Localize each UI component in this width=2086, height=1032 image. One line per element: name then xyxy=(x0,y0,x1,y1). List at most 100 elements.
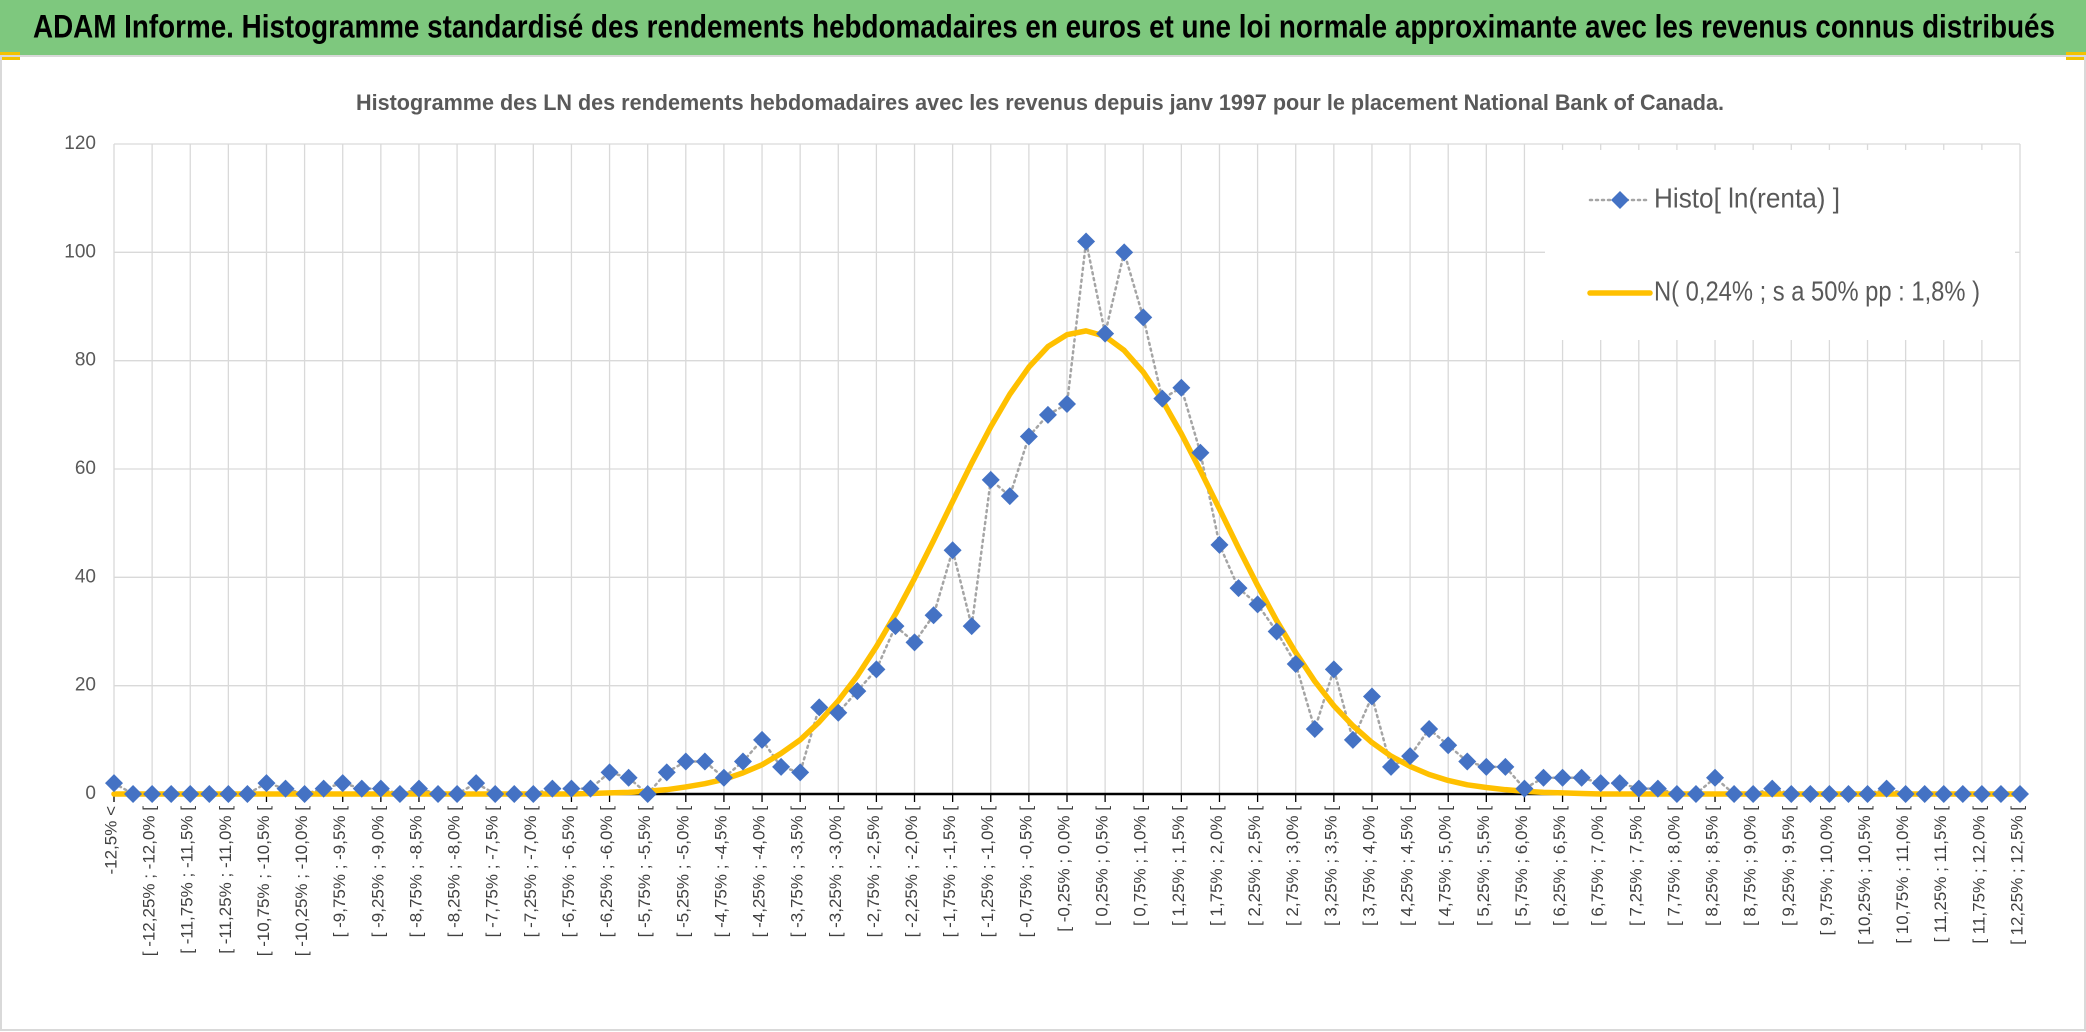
legend: Histo[ ln(renta) ] N( 0,24% ; s a 50% pp … xyxy=(1545,150,2015,340)
x-tick-label: [ -3,75% ; -3,5% [ xyxy=(788,806,807,938)
marker xyxy=(333,774,352,793)
x-tick-label: [ 2,75% ; 3,0% [ xyxy=(1283,806,1302,926)
x-tick-label: [ -7,75% ; -7,5% [ xyxy=(483,806,502,938)
x-tick-label: [ -3,25% ; -3,0% [ xyxy=(826,806,845,938)
marker xyxy=(772,757,791,776)
marker xyxy=(1744,785,1763,803)
marker xyxy=(543,779,562,798)
marker xyxy=(981,470,1000,489)
legend-label: N( 0,24% ; s a 50% pp : 1,8% ) xyxy=(1654,275,1980,306)
y-tick-label: 20 xyxy=(75,675,96,696)
marker xyxy=(714,768,733,787)
marker xyxy=(562,779,581,798)
marker xyxy=(924,606,943,625)
marker xyxy=(867,660,886,679)
x-tick-label: [ 1,75% ; 2,0% [ xyxy=(1207,806,1226,926)
marker xyxy=(1610,774,1629,793)
marker xyxy=(1229,579,1248,598)
x-tick-label: [ -11,75% ; -11,5% [ xyxy=(178,806,197,954)
marker xyxy=(1629,779,1648,798)
x-tick-label: [ -11,25% ; -11,0% [ xyxy=(216,806,235,954)
marker xyxy=(1000,487,1019,506)
x-tick-label: [ -2,75% ; -2,5% [ xyxy=(864,806,883,938)
x-tick-label: [ 2,25% ; 2,5% [ xyxy=(1245,806,1264,926)
x-tick-label: [ -5,25% ; -5,0% [ xyxy=(673,806,692,938)
marker xyxy=(600,763,619,782)
x-tick-label: [ 12,25% ; 12,5% [ xyxy=(2007,806,2026,945)
marker xyxy=(371,779,390,798)
x-tick-label: [ 11,25% ; 11,5% [ xyxy=(1931,806,1950,943)
chart-title: Histogramme des LN des rendements hebdom… xyxy=(356,90,1724,115)
marker xyxy=(1915,785,1934,803)
plot xyxy=(105,232,2029,803)
x-tick-label: [ 1,25% ; 1,5% [ xyxy=(1169,806,1188,926)
marker xyxy=(1725,785,1744,803)
marker xyxy=(829,703,848,722)
marker xyxy=(1420,720,1439,738)
marker xyxy=(257,774,276,793)
x-tick-label: [ -8,25% ; -8,0% [ xyxy=(445,806,464,938)
x-tick-label: [ 4,75% ; 5,0% [ xyxy=(1436,806,1455,926)
marker xyxy=(1343,730,1362,749)
marker xyxy=(810,698,829,717)
marker xyxy=(124,785,143,803)
x-tick-label: [ -8,75% ; -8,5% [ xyxy=(406,806,425,938)
marker xyxy=(409,779,428,798)
marker xyxy=(1572,768,1591,787)
x-tick-label: [ -10,75% ; -10,5% [ xyxy=(254,806,273,957)
x-tick-label: [ -5,75% ; -5,5% [ xyxy=(635,806,654,938)
x-tick-label: [ -6,75% ; -6,5% [ xyxy=(559,806,578,938)
marker xyxy=(1115,243,1134,262)
x-tick-label: [ 8,75% ; 9,0% [ xyxy=(1741,806,1760,926)
marker xyxy=(1153,389,1172,408)
marker xyxy=(524,785,543,803)
x-tick-label: [ 5,75% ; 6,0% [ xyxy=(1512,806,1531,926)
marker xyxy=(1801,785,1820,803)
marker xyxy=(1077,232,1096,251)
marker xyxy=(1934,785,1953,803)
x-tick-label: [ 5,25% ; 5,5% [ xyxy=(1474,806,1493,926)
x-tick-label: [ -0,75% ; -0,5% [ xyxy=(1016,806,1035,938)
x-tick-label: [ -0,25% ; 0,0% [ xyxy=(1054,806,1073,932)
x-tick-label: [ -1,75% ; -1,5% [ xyxy=(940,806,959,938)
marker xyxy=(162,785,181,803)
marker xyxy=(429,785,448,803)
x-tick-label: [ -7,25% ; -7,0% [ xyxy=(521,806,540,938)
y-tick-label: 60 xyxy=(75,458,96,479)
marker xyxy=(2011,785,2029,803)
marker xyxy=(638,785,657,803)
legend-label: Histo[ ln(renta) ] xyxy=(1654,182,1840,213)
marker xyxy=(105,774,123,793)
x-tick-label: [ 8,25% ; 8,5% [ xyxy=(1703,806,1722,926)
marker xyxy=(1134,308,1153,327)
legend-box xyxy=(1545,150,2015,340)
x-tick-label: [ -10,25% ; -10,0% [ xyxy=(292,806,311,957)
x-tick-label: [ 0,25% ; 0,5% [ xyxy=(1093,806,1112,926)
marker xyxy=(505,785,524,803)
marker xyxy=(1686,785,1705,803)
marker xyxy=(1496,757,1515,776)
x-tick-label: [ 7,75% ; 8,0% [ xyxy=(1664,806,1683,926)
marker xyxy=(1477,757,1496,776)
marker xyxy=(1058,395,1076,413)
marker xyxy=(1038,405,1057,424)
marker xyxy=(200,785,219,803)
marker xyxy=(943,541,962,560)
x-tick-label: [ -9,75% ; -9,5% [ xyxy=(330,806,349,938)
marker xyxy=(314,779,333,798)
marker xyxy=(467,774,486,793)
marker xyxy=(1382,757,1401,776)
marker xyxy=(1248,595,1267,614)
marker xyxy=(1706,768,1725,787)
header-title: ADAM Informe. Histogramme standardisé de… xyxy=(33,8,2055,44)
marker xyxy=(390,785,409,803)
header-band xyxy=(0,0,2086,56)
marker xyxy=(1591,774,1610,793)
marker xyxy=(1362,687,1381,706)
x-tick-label: [ -1,25% ; -1,0% [ xyxy=(978,806,997,938)
x-tick-label: [ -9,25% ; -9,0% [ xyxy=(368,806,387,938)
marker xyxy=(1172,378,1191,397)
marker xyxy=(1858,785,1877,803)
y-tick-label: 100 xyxy=(64,241,96,262)
